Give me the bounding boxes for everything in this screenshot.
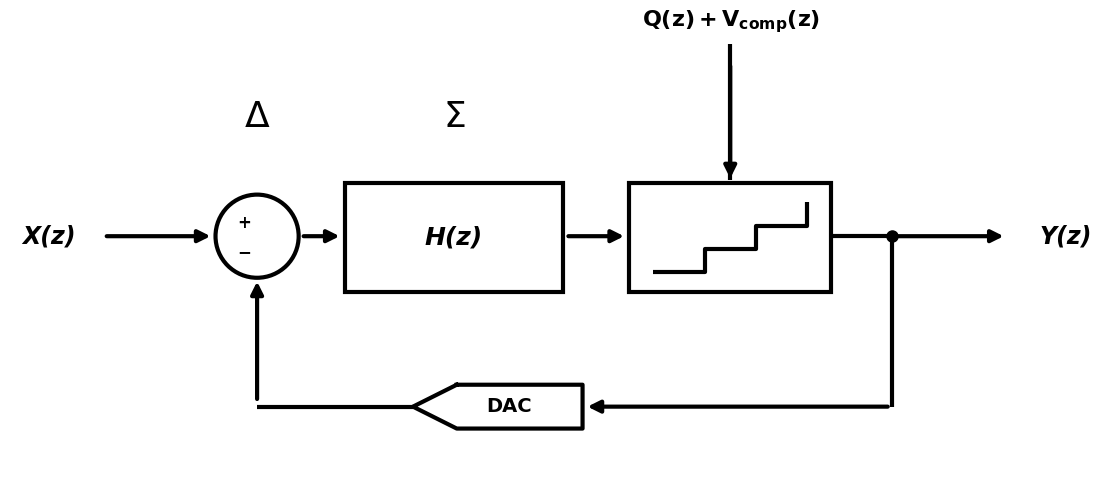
Text: $\mathbf{Q(z)+V_{comp}(z)}$: $\mathbf{Q(z)+V_{comp}(z)}$	[642, 8, 819, 36]
Text: $\Delta$: $\Delta$	[244, 100, 270, 134]
Text: $\Sigma$: $\Sigma$	[443, 100, 465, 134]
Polygon shape	[414, 385, 582, 429]
Bar	[629, 183, 831, 292]
Text: +: +	[237, 214, 252, 232]
Text: DAC: DAC	[486, 397, 532, 416]
Text: −: −	[237, 243, 252, 261]
Text: X(z): X(z)	[22, 224, 75, 248]
Bar	[345, 183, 563, 292]
Text: Y(z): Y(z)	[1039, 224, 1092, 248]
Text: H(z): H(z)	[424, 225, 484, 249]
